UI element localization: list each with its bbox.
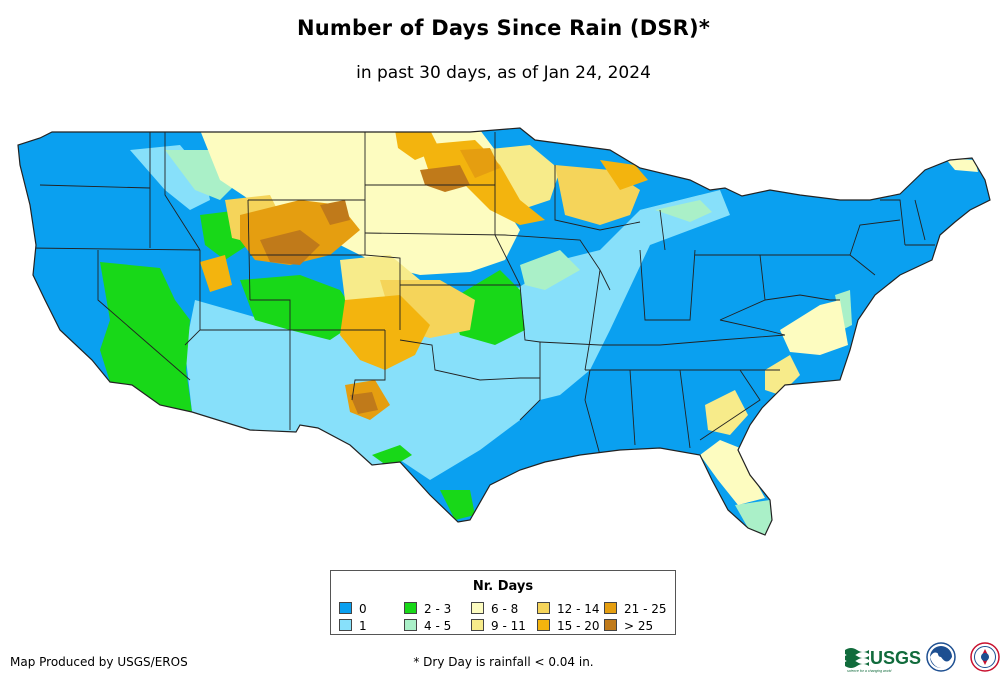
legend-item-9: > 25 [604, 619, 653, 632]
legend-title: Nr. Days [472, 579, 534, 594]
legend-swatch [339, 619, 352, 631]
legend-label: 1 [359, 619, 367, 633]
usgs-tagline: science for a changing world [847, 669, 892, 673]
legend-label: 12 - 14 [557, 602, 600, 616]
usgs-logo-text: USGS [870, 648, 921, 668]
legend-item-4: 6 - 8 [471, 602, 518, 615]
legend-swatch [471, 619, 484, 631]
legend-item-0: 0 [339, 602, 367, 615]
legend-label: 21 - 25 [624, 602, 667, 616]
legend-swatch [537, 619, 550, 631]
nws-logo [970, 642, 1000, 672]
credit-text: Map Produced by USGS/EROS [10, 655, 188, 669]
agency-logos: USGS science for a changing world [845, 642, 1000, 673]
legend-label: > 25 [624, 619, 654, 633]
legend-swatch [537, 602, 550, 614]
legend-swatch [471, 602, 484, 614]
map-title: Number of Days Since Rain (DSR)* [296, 16, 711, 40]
legend-swatch [339, 602, 352, 614]
footnote-text: * Dry Day is rainfall < 0.04 in. [413, 655, 594, 669]
legend-item-1: 1 [339, 619, 367, 632]
legend-item-8: 21 - 25 [604, 602, 667, 615]
noaa-logo [926, 642, 956, 672]
legend-swatch [404, 602, 417, 614]
legend-label: 9 - 11 [491, 619, 526, 633]
legend-item-7: 15 - 20 [537, 619, 600, 632]
usgs-logo: USGS science for a changing world [845, 648, 921, 673]
legend-item-6: 12 - 14 [537, 602, 600, 615]
legend-item-2: 2 - 3 [404, 602, 451, 615]
legend-item-3: 4 - 5 [404, 619, 451, 632]
legend-swatch [404, 619, 417, 631]
legend-swatch [604, 619, 617, 631]
legend-label: 4 - 5 [424, 619, 452, 633]
map-subtitle: in past 30 days, as of Jan 24, 2024 [356, 63, 651, 83]
legend-swatch [604, 602, 617, 614]
legend: Nr. Days 0 1 2 - 3 4 - 5 6 - 8 9 - 11 12… [330, 570, 676, 635]
us-dsr-map [17, 127, 991, 536]
legend-label: 0 [359, 602, 367, 616]
legend-label: 15 - 20 [557, 619, 600, 633]
legend-label: 6 - 8 [491, 602, 519, 616]
legend-label: 2 - 3 [424, 602, 452, 616]
legend-item-5: 9 - 11 [471, 619, 526, 632]
